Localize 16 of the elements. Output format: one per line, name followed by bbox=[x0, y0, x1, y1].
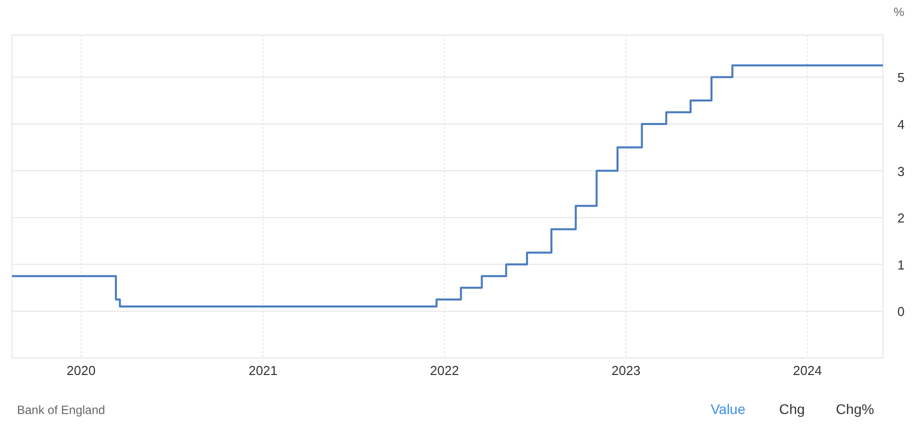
y-tick-label: 0 bbox=[897, 304, 905, 320]
y-tick-label: 4 bbox=[897, 116, 905, 132]
y-tick-label: 5 bbox=[897, 70, 905, 86]
x-tick-label: 2021 bbox=[248, 363, 278, 378]
y-axis-title: % bbox=[894, 5, 905, 19]
x-tick-label: 2024 bbox=[792, 363, 822, 378]
text: Bank of England bbox=[17, 403, 106, 417]
x-tick-label: 2020 bbox=[66, 363, 96, 378]
x-tick-label: 2022 bbox=[430, 363, 459, 378]
text: Value bbox=[710, 401, 746, 417]
text: Chg% bbox=[836, 401, 874, 417]
y-tick-label: 2 bbox=[897, 210, 905, 226]
x-tick-label: 2023 bbox=[612, 363, 640, 378]
y-tick-label: 1 bbox=[897, 257, 905, 272]
text: Chg bbox=[779, 401, 805, 417]
y-tick-label: 3 bbox=[897, 164, 905, 179]
